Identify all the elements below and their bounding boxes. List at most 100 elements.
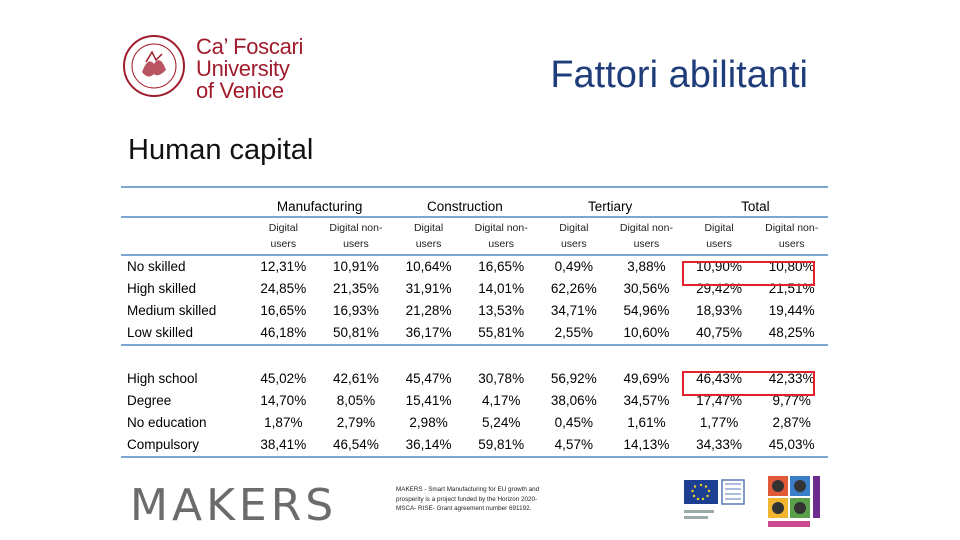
subheader-line: Digital non-	[329, 222, 383, 234]
logo-line-1: Ca’ Foscari	[196, 34, 304, 59]
table-cell: 14,01%	[478, 281, 525, 296]
table-cell: 38,06%	[550, 393, 597, 408]
subheader-line: Digital non-	[765, 222, 819, 234]
spacer-cell	[121, 345, 828, 368]
table-cell: 1,77%	[699, 415, 739, 430]
table-cell: 34,57%	[623, 393, 670, 408]
highlight-box-high-skilled-total	[682, 261, 815, 286]
highlight-box-degree-total	[682, 371, 815, 396]
table-cell: 21,35%	[333, 281, 379, 296]
human-capital-table: Manufacturing Construction Tertiary Tota…	[121, 186, 828, 458]
table-cell: 13,53%	[478, 303, 525, 318]
subheader-line: users	[488, 238, 515, 250]
table-cell: 10,60%	[623, 325, 670, 340]
table-cell: 49,69%	[623, 371, 670, 386]
table-cell: 10,91%	[333, 259, 379, 274]
table-cell: 8,05%	[336, 393, 376, 408]
table-row: Degree 14,70% 8,05% 15,41% 4,17% 38,06% 34,57%…	[121, 390, 828, 412]
subheader-row: Digital users Digital non-users Digital user…	[121, 217, 828, 255]
table-cell: 18,93%	[696, 303, 742, 318]
row-label: No skilled	[127, 259, 186, 274]
table-cell: 16,93%	[333, 303, 379, 318]
row-label: Medium skilled	[127, 303, 217, 318]
subheader-cell: Digital non-users	[465, 217, 538, 255]
table-cell: 30,56%	[623, 281, 670, 296]
table-cell: 34,33%	[682, 434, 756, 458]
group-header-row: Manufacturing Construction Tertiary Tota…	[121, 187, 828, 217]
makers-logo: MAKERS	[130, 480, 333, 531]
table-row: High school 45,02% 42,61% 45,47% 30,78% 56,92…	[121, 368, 828, 390]
table-cell: 24,85%	[260, 281, 307, 296]
table-cell: 3,88%	[627, 259, 666, 274]
table-cell: 2,87%	[772, 415, 811, 430]
table-cell: 59,81%	[464, 434, 538, 458]
table-cell: 14,13%	[610, 434, 683, 458]
subheader-line: users	[560, 238, 587, 250]
table-cell: 45,03%	[755, 434, 828, 458]
table-cell: 2,55%	[554, 325, 593, 340]
table-cell: 31,91%	[405, 281, 452, 296]
table-cell: 2,79%	[336, 415, 376, 430]
subheader-cell: Digital users	[247, 217, 320, 255]
table-cell: 15,41%	[405, 393, 452, 408]
table-cell: 50,81%	[333, 325, 379, 340]
subheader-line: users	[633, 238, 660, 250]
row-label: High skilled	[127, 281, 197, 296]
table-cell: 0,45%	[554, 415, 593, 430]
table-cell: 34,71%	[550, 303, 597, 318]
subheader-line: Digital non-	[474, 222, 528, 234]
group-header-construction: Construction	[426, 199, 503, 214]
table-cell: 45,02%	[260, 371, 307, 386]
table-cell: 40,75%	[696, 325, 742, 340]
table-body: No skilled 12,31% 10,91% 10,64% 16,65% 0,49% 3…	[121, 255, 828, 458]
makers-brand: MAKERS	[130, 480, 338, 531]
table-cell: 14,70%	[260, 393, 307, 408]
table-cell: 42,33%	[768, 371, 815, 386]
european-commission-logo-icon	[684, 479, 745, 519]
table-cell: 1,87%	[264, 415, 303, 430]
subheader-line: Digital	[268, 222, 298, 234]
subheader-line: users	[343, 238, 369, 250]
subheader-cell: Digital non-users	[755, 217, 828, 255]
table-cell: 5,24%	[482, 415, 521, 430]
logo-line-3: of Venice	[196, 78, 284, 103]
table-row: Compulsory 38,41% 46,54% 36,14% 59,81% 4,57% 1…	[121, 434, 828, 458]
section-title: Human capital	[128, 134, 314, 166]
group-header-tertiary: Tertiary	[587, 199, 633, 214]
table-cell: 54,96%	[623, 303, 670, 318]
row-label: Low skilled	[127, 325, 194, 340]
subheader-line: Digital	[559, 222, 589, 234]
table-cell: 17,47%	[696, 393, 742, 408]
table-cell: 1,61%	[627, 415, 666, 430]
table-cell: 36,17%	[405, 325, 452, 340]
table-cell: 56,92%	[550, 371, 597, 386]
table-cell: 36,14%	[392, 434, 465, 458]
subheader-line: users	[270, 238, 297, 250]
empty-header-cell	[121, 187, 247, 217]
slide-title: Fattori abilitanti	[550, 54, 808, 96]
subheader-cell: Digital users	[392, 217, 465, 255]
table-row: Low skilled 46,18% 50,81% 36,17% 55,81% 2,55%…	[121, 322, 828, 345]
table-row: Medium skilled 16,65% 16,93% 21,28% 13,53% 34…	[121, 300, 828, 322]
table-cell: 46,18%	[260, 325, 307, 340]
row-label: No education	[127, 415, 207, 430]
table-cell: 0,49%	[554, 259, 593, 274]
subheader-line: users	[415, 238, 442, 250]
subheader-cell: Digital users	[538, 217, 611, 255]
table-cell: 30,78%	[478, 371, 525, 386]
subheader-line: Digital	[413, 222, 444, 234]
subheader-cell: Digital non-users	[320, 217, 393, 255]
subheader-line: Digital non-	[619, 222, 673, 234]
marie-curie-actions-logo-icon	[768, 476, 820, 527]
table-cell: 21,28%	[405, 303, 452, 318]
table-cell: 46,43%	[696, 371, 742, 386]
subheader-cell: Digital non-users	[610, 217, 683, 255]
subheader-cell: Digital users	[683, 217, 756, 255]
table-cell: 10,64%	[405, 259, 452, 274]
logo-line-2: University	[196, 56, 290, 81]
table-cell: 42,61%	[333, 371, 379, 386]
funding-note: MAKERS - Smart Manufacturing for EU grow…	[396, 486, 540, 512]
table-cell: 55,81%	[478, 325, 525, 340]
row-label: Compulsory	[121, 434, 247, 458]
table-cell: 38,41%	[247, 434, 320, 458]
